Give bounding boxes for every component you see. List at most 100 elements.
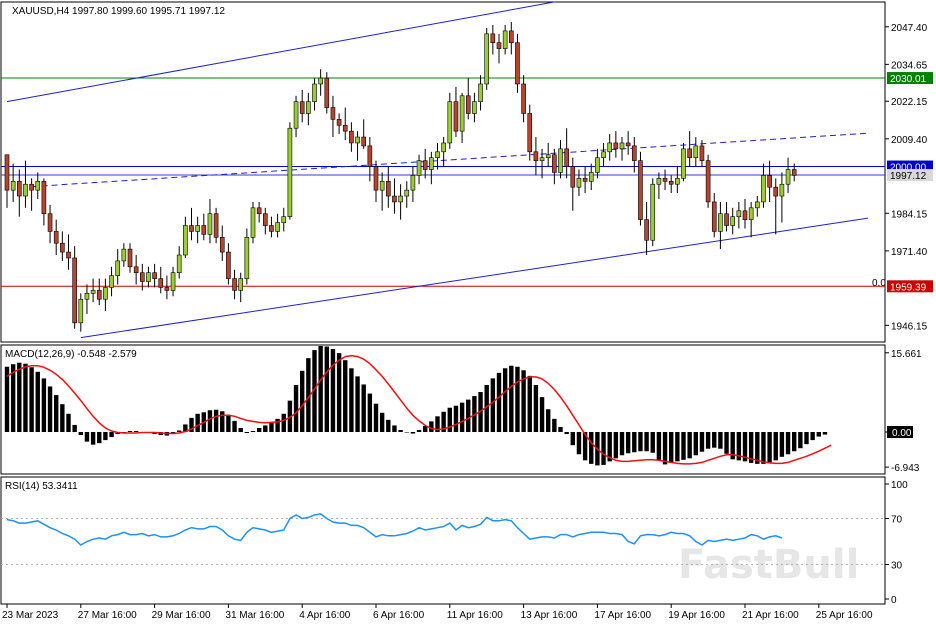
macd-bar bbox=[748, 432, 754, 463]
time-tick-label: 19 Apr 16:00 bbox=[668, 610, 725, 621]
candle-body bbox=[349, 130, 354, 144]
macd-bar bbox=[250, 431, 256, 433]
candle-body bbox=[133, 266, 139, 274]
candle-body bbox=[650, 183, 656, 241]
macd-bar bbox=[127, 431, 133, 433]
rsi-tick-label: 100 bbox=[891, 480, 908, 491]
macd-bar bbox=[662, 432, 668, 465]
macd-bar bbox=[447, 407, 452, 433]
candle-body bbox=[668, 180, 674, 185]
macd-bar bbox=[675, 432, 680, 462]
candle-body bbox=[736, 210, 742, 217]
candle-body bbox=[158, 278, 164, 288]
macd-bar bbox=[404, 432, 409, 433]
candle-body bbox=[644, 219, 649, 241]
macd-bar bbox=[330, 349, 336, 433]
candle-body bbox=[404, 189, 410, 197]
macd-bar bbox=[109, 432, 114, 438]
time-tick-label: 21 Apr 16:00 bbox=[742, 610, 799, 621]
macd-bar bbox=[607, 432, 612, 462]
macd-bar bbox=[564, 432, 569, 435]
level-text-left: 0.0 bbox=[872, 278, 886, 289]
macd-bar bbox=[539, 397, 545, 433]
macd-bar bbox=[527, 375, 532, 433]
candle-body bbox=[275, 222, 280, 232]
candle-body bbox=[447, 101, 453, 144]
candle-body bbox=[96, 290, 102, 300]
macd-bar bbox=[552, 418, 557, 433]
macd-bar bbox=[78, 432, 83, 436]
trend-channel bbox=[6, 2, 869, 339]
macd-bar bbox=[423, 425, 428, 433]
candle-body bbox=[287, 127, 293, 217]
candle-body bbox=[508, 30, 514, 43]
watermark-text: FastBull bbox=[678, 542, 859, 588]
price-tick-label: 1946.15 bbox=[891, 321, 928, 332]
macd-bar bbox=[613, 432, 619, 459]
candle-body bbox=[767, 175, 772, 188]
candle-body bbox=[785, 169, 791, 185]
candle-body bbox=[472, 101, 477, 114]
candle-body bbox=[164, 287, 170, 291]
candle-body bbox=[306, 101, 311, 114]
macd-bar bbox=[306, 358, 311, 433]
candle-body bbox=[779, 183, 785, 197]
macd-bar bbox=[804, 432, 809, 445]
macd-bar bbox=[779, 432, 785, 457]
candle-body bbox=[705, 160, 711, 203]
rsi-line bbox=[6, 513, 783, 546]
candle-body bbox=[146, 272, 151, 282]
macd-bar bbox=[177, 430, 182, 433]
candle-body bbox=[41, 180, 47, 215]
macd-bar bbox=[490, 378, 496, 433]
macd-bar bbox=[318, 346, 323, 433]
macd-bar bbox=[373, 403, 379, 433]
macd-bar bbox=[220, 411, 225, 433]
macd-bar bbox=[718, 432, 723, 449]
macd-bar bbox=[798, 432, 803, 449]
candle-body bbox=[564, 148, 569, 167]
macd-bar bbox=[625, 432, 631, 454]
macd-bar bbox=[287, 400, 293, 433]
macd-bar bbox=[589, 432, 594, 464]
macd-bar bbox=[244, 432, 250, 434]
candle-body bbox=[552, 154, 557, 173]
candle-body bbox=[742, 210, 748, 220]
candle-body bbox=[29, 183, 34, 191]
candle-body bbox=[66, 251, 71, 259]
candle-body bbox=[262, 213, 268, 226]
macd-bar bbox=[410, 432, 416, 434]
macd-bar bbox=[66, 413, 71, 433]
time-tick-label: 4 Apr 16:00 bbox=[299, 610, 351, 621]
candle-body bbox=[656, 178, 662, 185]
macd-bar bbox=[693, 432, 698, 456]
rsi-tick-label: 30 bbox=[891, 561, 903, 572]
candle-body bbox=[367, 145, 373, 167]
candle-body bbox=[176, 254, 182, 274]
candle-body bbox=[189, 225, 194, 232]
candle-body bbox=[207, 213, 213, 235]
candle-body bbox=[478, 83, 483, 102]
macd-bar bbox=[669, 432, 674, 463]
candle-body bbox=[545, 154, 551, 158]
macd-bar bbox=[546, 409, 551, 433]
macd-bar bbox=[183, 424, 188, 433]
macd-bar bbox=[705, 432, 711, 449]
macd-bar bbox=[453, 405, 459, 433]
macd-bar bbox=[459, 402, 465, 433]
candle-body bbox=[533, 151, 539, 161]
macd-bar bbox=[226, 414, 231, 433]
candle-body bbox=[681, 148, 686, 179]
candle-body bbox=[607, 142, 613, 153]
macd-bar bbox=[133, 431, 139, 433]
candle-body bbox=[638, 160, 643, 220]
candle-body bbox=[398, 195, 403, 203]
macd-bar bbox=[97, 432, 102, 444]
macd-bar bbox=[232, 420, 237, 433]
time-tick-label: 23 Mar 2023 bbox=[2, 610, 59, 621]
macd-tick-label: -6.943 bbox=[891, 463, 920, 474]
candle-body bbox=[595, 157, 600, 173]
rsi-panel-frame bbox=[0, 476, 886, 605]
price-axis: 2047.40 2034.65 2022.15 2009.40 1984.15 1971.… bbox=[885, 23, 928, 332]
